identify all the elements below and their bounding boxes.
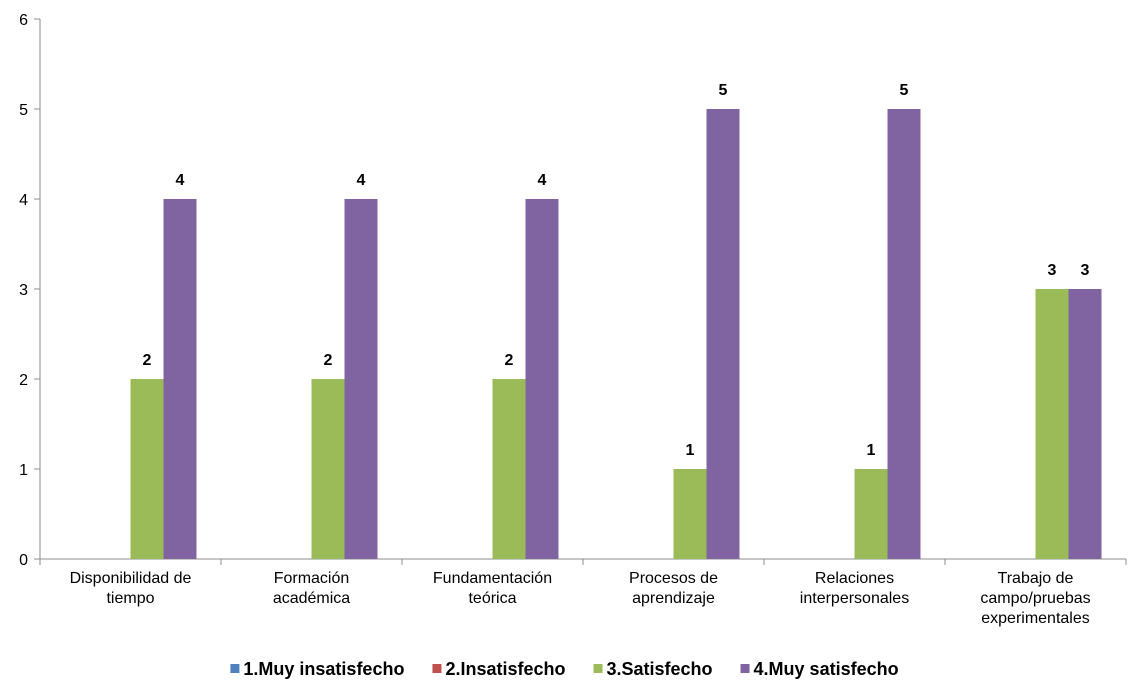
data-label: 4 bbox=[176, 172, 185, 189]
data-label: 3 bbox=[1081, 262, 1090, 279]
y-tick-label: 6 bbox=[19, 12, 28, 29]
bar-4-muy-satisfecho bbox=[525, 199, 559, 559]
x-tick-label-line: Procesos de bbox=[629, 570, 718, 587]
y-tick-label: 0 bbox=[19, 552, 28, 569]
plot-area: 0 1 2 3 4 5 6 Disponibilidad de tiempo Formación a… bbox=[19, 12, 1127, 627]
bar-4-muy-satisfecho bbox=[344, 199, 378, 559]
data-label: 5 bbox=[900, 82, 909, 99]
x-tick-label-line: aprendizaje bbox=[632, 590, 715, 607]
legend: 1.Muy insatisfecho 2.Insatisfecho 3.Satisf… bbox=[230, 659, 899, 679]
x-tick-label: Trabajo de campo/pruebas experimentales bbox=[980, 570, 1090, 627]
legend-swatch bbox=[740, 664, 750, 673]
y-tick-label: 2 bbox=[19, 372, 28, 389]
x-tick-label-line: Fundamentación bbox=[433, 570, 552, 587]
data-label: 4 bbox=[357, 172, 366, 189]
x-tick-label-line: Formación bbox=[274, 570, 350, 587]
legend-swatch bbox=[230, 664, 240, 673]
bar-3-satisfecho bbox=[492, 379, 526, 559]
x-tick-label: Relaciones interpersonales bbox=[800, 570, 909, 607]
bar-3-satisfecho bbox=[130, 379, 164, 559]
bar-3-satisfecho bbox=[311, 379, 345, 559]
bar-4-muy-satisfecho bbox=[163, 199, 197, 559]
x-tick-label-line: Relaciones bbox=[815, 570, 894, 587]
x-tick-label-line: interpersonales bbox=[800, 590, 909, 607]
x-tick-label-line: tiempo bbox=[106, 590, 154, 607]
y-tick-label: 1 bbox=[19, 462, 28, 479]
bar-4-muy-satisfecho bbox=[706, 109, 740, 559]
data-label: 2 bbox=[324, 352, 333, 369]
x-tick-label-line: académica bbox=[273, 590, 350, 607]
x-tick-label-line: campo/pruebas bbox=[980, 590, 1090, 607]
legend-label: 4.Muy satisfecho bbox=[754, 659, 899, 679]
data-label: 2 bbox=[505, 352, 514, 369]
legend-label: 3.Satisfecho bbox=[607, 659, 713, 679]
x-tick-label: Disponibilidad de tiempo bbox=[70, 570, 192, 607]
data-label: 1 bbox=[867, 442, 876, 459]
x-tick-label-line: experimentales bbox=[981, 610, 1090, 627]
x-tick-label-line: Disponibilidad de bbox=[70, 570, 192, 587]
data-label: 1 bbox=[686, 442, 695, 459]
x-tick-label: Procesos de aprendizaje bbox=[629, 570, 718, 607]
x-tick-label: Fundamentación teórica bbox=[433, 570, 552, 607]
bar-3-satisfecho bbox=[1035, 289, 1069, 559]
data-label: 2 bbox=[143, 352, 152, 369]
x-tick-label-line: teórica bbox=[468, 590, 516, 607]
bar-4-muy-satisfecho bbox=[1068, 289, 1102, 559]
bar-3-satisfecho bbox=[673, 469, 707, 559]
y-tick-label: 5 bbox=[19, 102, 28, 119]
x-tick-label-line: Trabajo de bbox=[998, 570, 1074, 587]
x-tick-label: Formación académica bbox=[273, 570, 350, 607]
bar-4-muy-satisfecho bbox=[887, 109, 921, 559]
legend-swatch bbox=[432, 664, 442, 673]
data-label: 4 bbox=[538, 172, 547, 189]
y-tick-label: 3 bbox=[19, 282, 28, 299]
legend-swatch bbox=[593, 664, 603, 673]
legend-label: 1.Muy insatisfecho bbox=[243, 659, 404, 679]
legend-label: 2.Insatisfecho bbox=[445, 659, 565, 679]
bar-3-satisfecho bbox=[854, 469, 888, 559]
data-label: 5 bbox=[719, 82, 728, 99]
y-tick-label: 4 bbox=[19, 192, 28, 209]
data-label: 3 bbox=[1048, 262, 1057, 279]
